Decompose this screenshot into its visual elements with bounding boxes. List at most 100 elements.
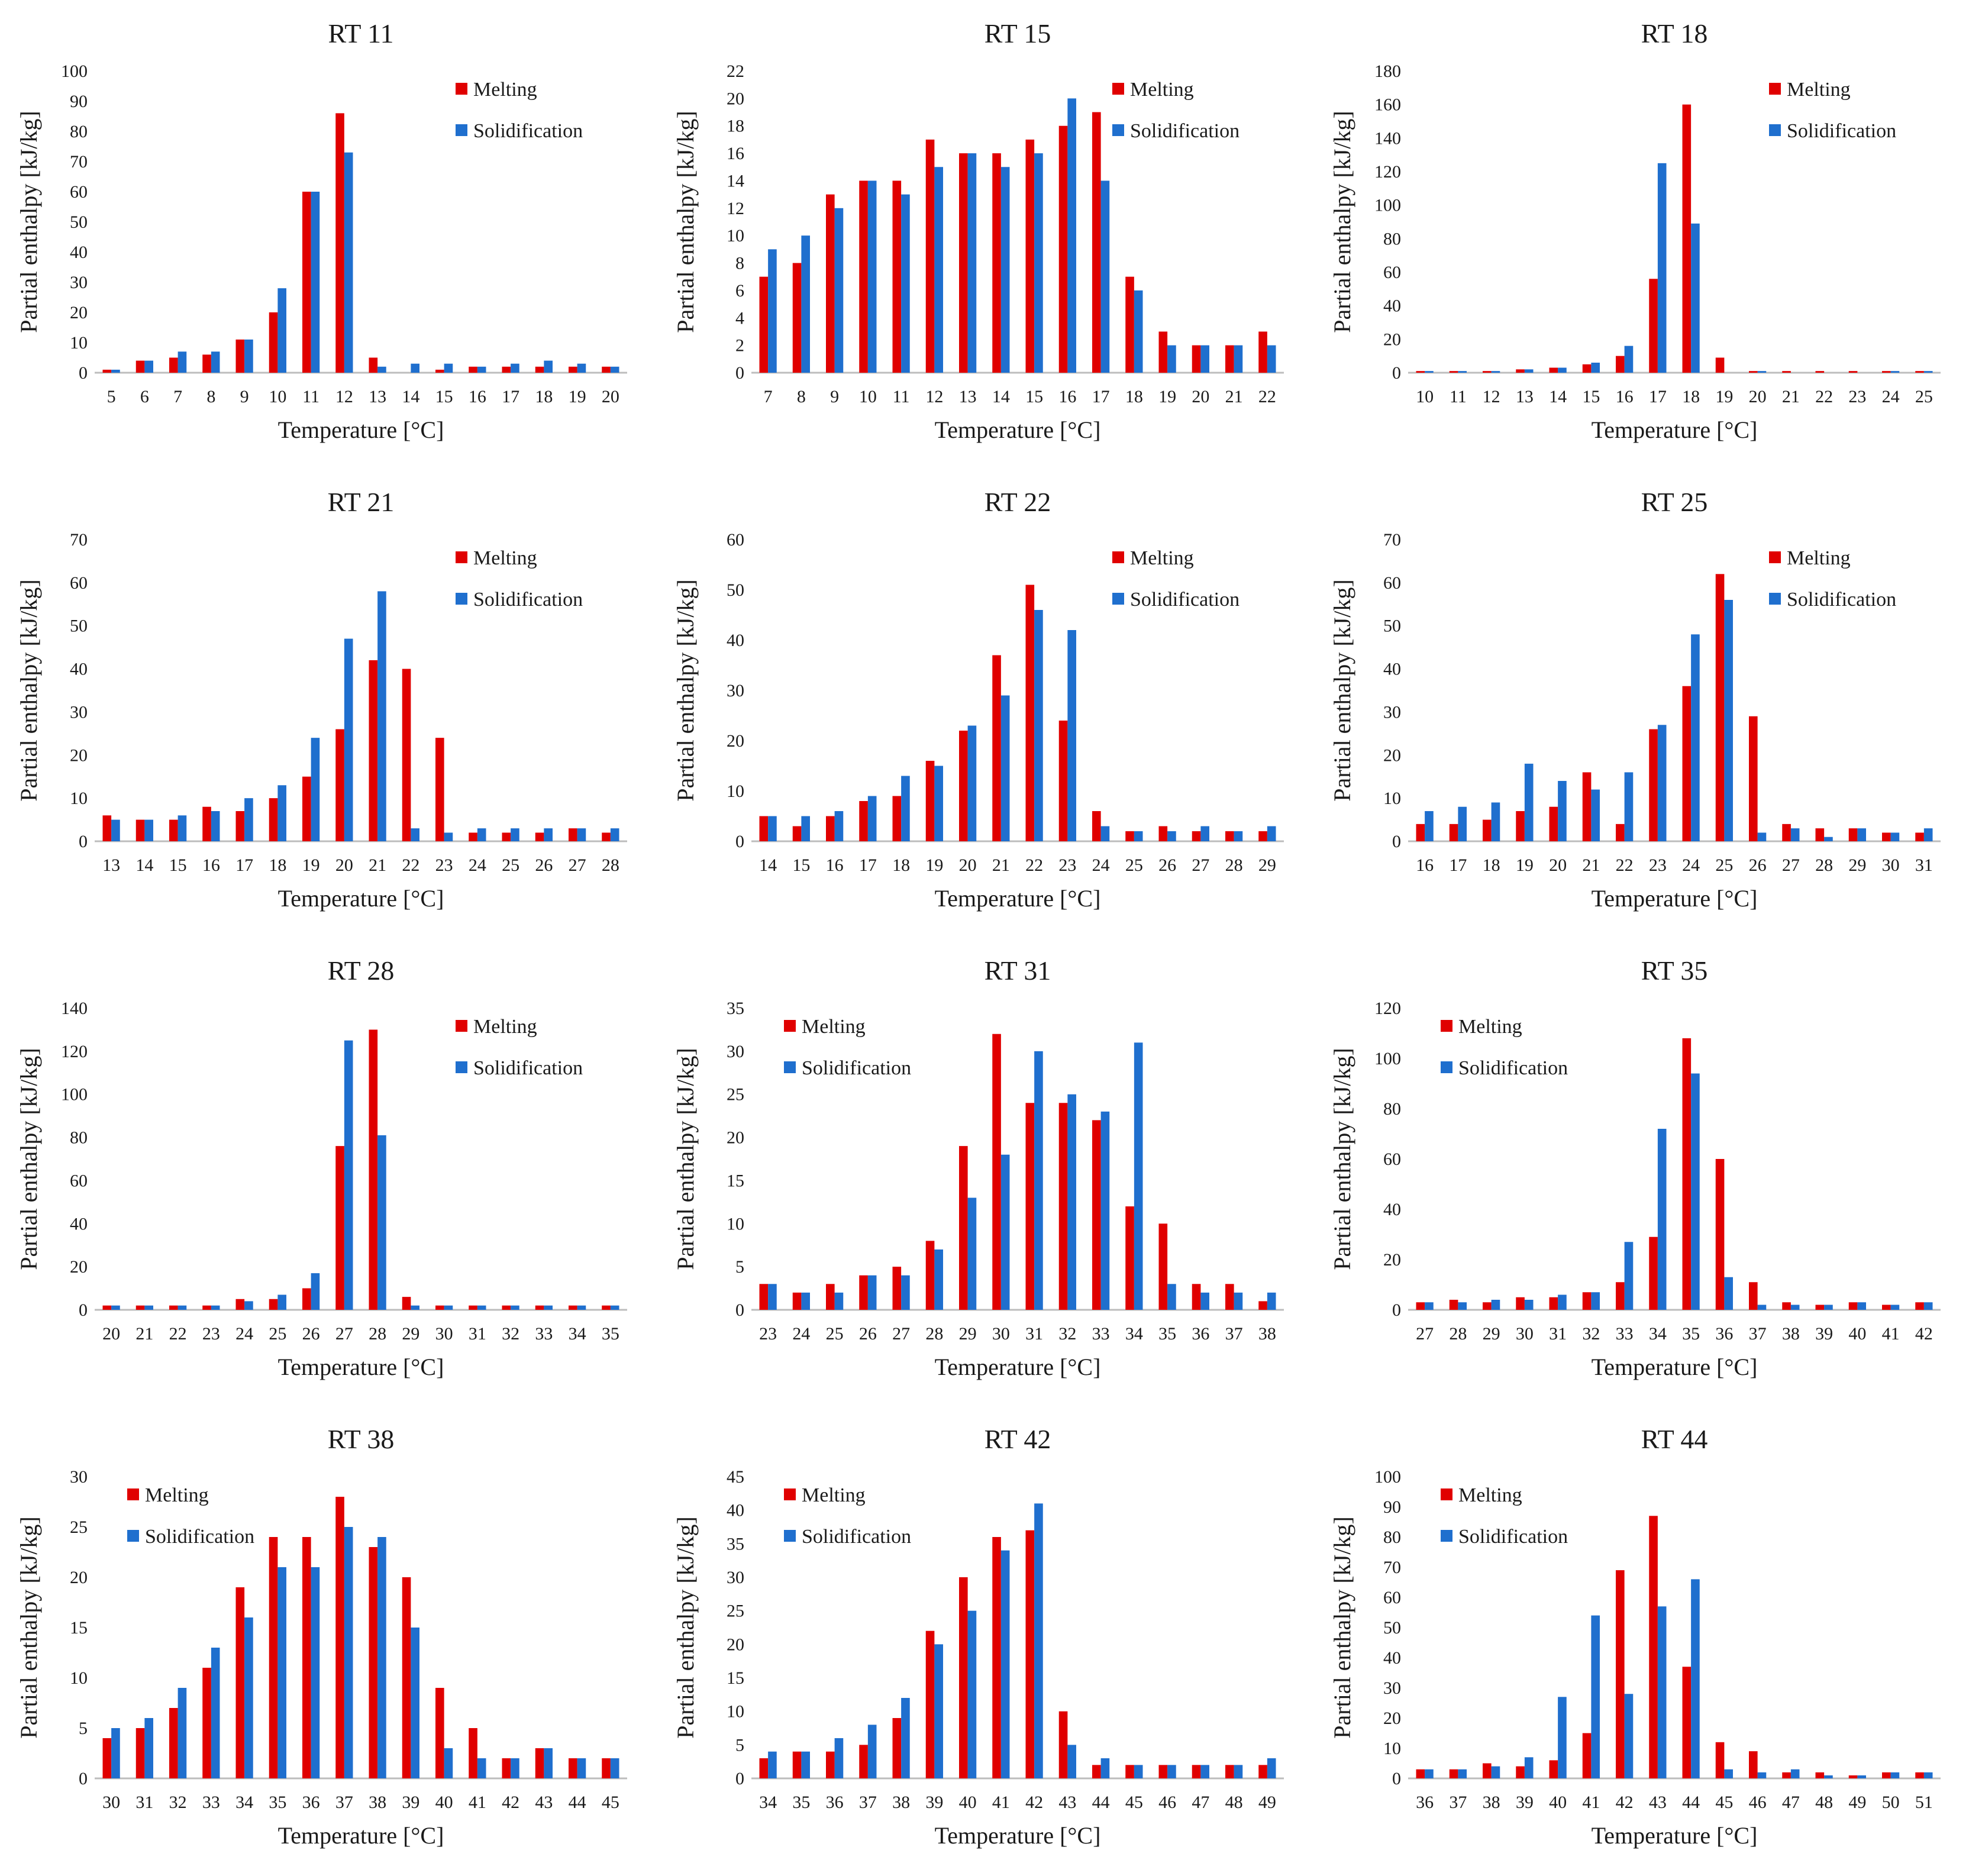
x-tick-label: 21 <box>1225 387 1243 406</box>
y-tick-label: 60 <box>70 182 88 202</box>
bar-solidification-26 <box>544 828 553 841</box>
bar-melting-34 <box>569 1305 577 1310</box>
bar-melting-19 <box>1715 357 1725 373</box>
legend-swatch-melting <box>456 551 467 563</box>
y-axis: 0 20 40 60 80 100 120 140 160 180 <box>1374 62 1401 383</box>
x-tick-label: 27 <box>569 855 586 875</box>
bar-solidification-27 <box>344 1040 353 1310</box>
bar-melting-35 <box>1682 1038 1692 1310</box>
legend-label-solidification: Solidification <box>1787 120 1896 142</box>
bars <box>759 1034 1276 1310</box>
bar-melting-17 <box>235 811 245 841</box>
bar-melting-22 <box>1258 331 1267 373</box>
bar-melting-28 <box>602 832 611 841</box>
bar-melting-34 <box>1649 1236 1658 1310</box>
x-tick-label: 18 <box>1125 387 1143 406</box>
x-axis: 7 8 9 10 11 12 13 14 15 16 17 18 19 20 21 22 <box>764 387 1276 406</box>
bar-melting-28 <box>1225 831 1234 841</box>
bar-melting-10 <box>269 312 278 373</box>
x-tick-label: 34 <box>235 1793 253 1812</box>
x-tick-label: 26 <box>302 1324 320 1344</box>
x-tick-label: 33 <box>1092 1324 1110 1344</box>
bar-solidification-40 <box>444 1748 453 1778</box>
x-tick-label: 24 <box>1092 855 1110 875</box>
y-tick-label: 80 <box>70 1128 88 1148</box>
x-tick-label: 13 <box>369 387 386 406</box>
y-tick-label: 0 <box>1392 1300 1401 1320</box>
bar-solidification-34 <box>1657 1129 1667 1310</box>
x-tick-label: 28 <box>1449 1324 1467 1344</box>
bar-melting-37 <box>1749 1282 1758 1310</box>
y-tick-label: 20 <box>727 89 744 108</box>
x-tick-label: 19 <box>1715 387 1733 406</box>
x-tick-label: 41 <box>1582 1793 1600 1812</box>
x-tick-label: 24 <box>469 855 486 875</box>
bar-solidification-17 <box>1100 180 1110 373</box>
bar-melting-20 <box>1192 345 1201 373</box>
bar-solidification-26 <box>1167 831 1176 841</box>
x-tick-label: 42 <box>1025 1793 1043 1812</box>
bar-melting-28 <box>1815 828 1825 841</box>
y-tick-label: 0 <box>1392 1769 1401 1788</box>
legend-label-solidification: Solidification <box>1458 1057 1568 1079</box>
bar-melting-18 <box>892 796 902 841</box>
x-tick-label: 39 <box>1516 1793 1534 1812</box>
bar-solidification-35 <box>610 1305 619 1310</box>
bar-melting-18 <box>1682 104 1692 373</box>
x-tick-label: 19 <box>925 855 943 875</box>
chart-title: RT 31 <box>984 955 1051 986</box>
bar-melting-17 <box>1649 279 1658 373</box>
bar-melting-39 <box>1815 1305 1825 1310</box>
legend-swatch-solidification <box>1441 1530 1452 1542</box>
bar-melting-36 <box>1416 1769 1425 1778</box>
x-tick-label: 30 <box>992 1324 1010 1344</box>
x-tick-label: 42 <box>1915 1324 1933 1344</box>
x-axis: 16 17 18 19 20 21 22 23 24 25 26 27 28 29 30 31 <box>1416 855 1933 875</box>
bar-solidification-22 <box>1267 345 1276 373</box>
bar-solidification-33 <box>1100 1111 1110 1310</box>
y-axis-label: Partial enthalpy [kJ/kg] <box>1329 1516 1355 1738</box>
x-tick-label: 16 <box>1058 387 1076 406</box>
bar-solidification-21 <box>1234 345 1243 373</box>
chart-rt-38: RT 38 0 5 10 15 20 25 30 Partial enthalpy [kJ/kg… <box>15 1424 627 1849</box>
bar-melting-6 <box>135 360 145 373</box>
x-tick-label: 6 <box>140 387 149 406</box>
bar-solidification-34 <box>768 1751 777 1778</box>
x-tick-label: 29 <box>1848 855 1866 875</box>
x-tick-label: 28 <box>602 855 619 875</box>
bars <box>102 113 619 373</box>
x-tick-label: 44 <box>1092 1793 1110 1812</box>
bars <box>759 1503 1276 1778</box>
bar-solidification-13 <box>111 819 120 841</box>
y-tick-label: 80 <box>1383 229 1401 248</box>
bar-melting-26 <box>1749 716 1758 841</box>
bar-melting-17 <box>502 366 511 373</box>
bar-solidification-17 <box>1657 163 1667 373</box>
bar-solidification-9 <box>244 339 253 373</box>
bar-solidification-21 <box>1000 695 1010 841</box>
bar-solidification-15 <box>444 363 453 373</box>
bar-melting-38 <box>1258 1301 1267 1310</box>
bar-solidification-28 <box>1458 1302 1467 1310</box>
x-axis: 34 35 36 37 38 39 40 41 42 43 44 45 46 47 48 49 <box>759 1793 1276 1812</box>
y-tick-label: 15 <box>70 1618 88 1638</box>
x-tick-label: 31 <box>135 1793 153 1812</box>
bar-solidification-11 <box>311 192 320 373</box>
bars <box>1416 104 1933 373</box>
legend-label-solidification: Solidification <box>473 1057 583 1079</box>
x-tick-label: 23 <box>1058 855 1076 875</box>
y-tick-label: 50 <box>1383 1618 1401 1638</box>
x-tick-label: 12 <box>925 387 943 406</box>
bar-melting-22 <box>169 1305 178 1310</box>
bar-solidification-34 <box>577 1305 586 1310</box>
x-tick-label: 16 <box>826 855 844 875</box>
bar-melting-36 <box>1715 1159 1725 1310</box>
bar-solidification-30 <box>1000 1154 1010 1310</box>
bar-melting-23 <box>1058 721 1068 841</box>
bar-solidification-13 <box>967 153 977 373</box>
y-tick-label: 0 <box>735 1769 744 1788</box>
y-tick-label: 50 <box>70 212 88 232</box>
bar-solidification-42 <box>1034 1503 1043 1778</box>
x-tick-label: 29 <box>402 1324 419 1344</box>
legend-label-melting: Melting <box>1787 79 1851 101</box>
